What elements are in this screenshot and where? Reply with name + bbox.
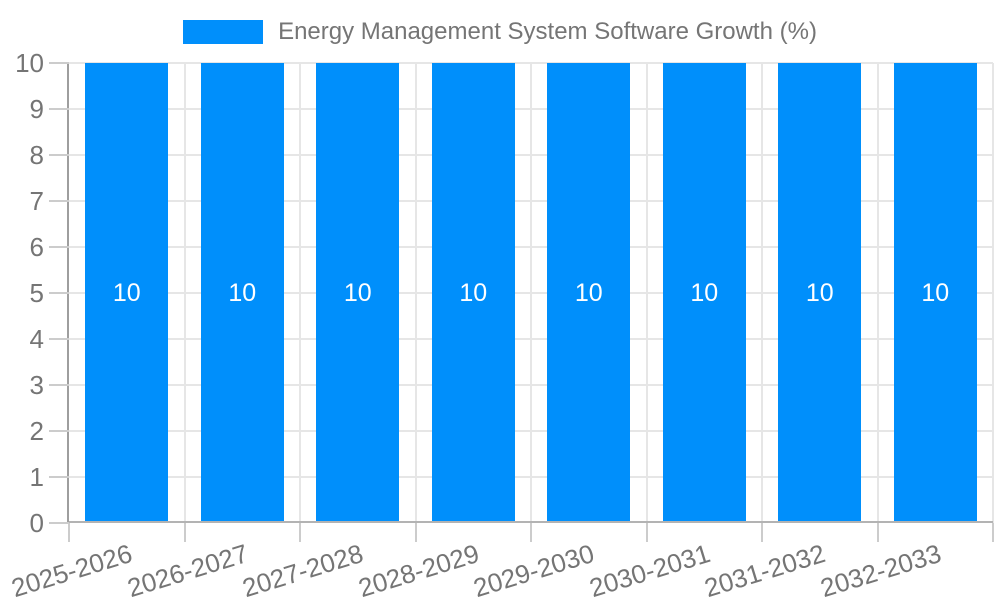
x-axis-tick	[414, 523, 417, 542]
bar-value-label: 10	[805, 278, 834, 307]
gridline-vertical	[761, 63, 763, 523]
x-axis-label: 2026-2027	[123, 538, 252, 600]
y-axis-tick	[49, 154, 69, 156]
y-axis-tick	[49, 430, 69, 432]
x-axis-label: 2025-2026	[8, 538, 136, 600]
y-axis-tick	[49, 522, 69, 524]
y-axis-label: 8	[29, 140, 44, 170]
y-axis-label: 0	[29, 508, 44, 538]
x-axis-tick	[183, 523, 186, 542]
x-axis-label: 2031-2032	[701, 538, 829, 600]
y-axis-label: 2	[29, 416, 44, 446]
bar-value-label: 10	[459, 278, 488, 307]
y-axis-label: 9	[29, 94, 44, 124]
gridline-vertical	[183, 63, 186, 523]
bar[interactable]: 10	[85, 63, 169, 523]
bar[interactable]: 10	[431, 63, 515, 523]
x-axis-tick	[530, 523, 532, 542]
bar[interactable]: 10	[778, 63, 862, 523]
y-axis-label: 7	[29, 186, 44, 216]
y-axis-label: 3	[29, 370, 44, 400]
y-axis-label: 5	[29, 278, 44, 308]
bar[interactable]: 10	[893, 63, 977, 523]
x-axis-tick	[876, 523, 879, 542]
y-axis-tick	[49, 108, 69, 110]
gridline-vertical	[299, 63, 301, 523]
bar[interactable]: 10	[662, 63, 746, 523]
y-axis-tick	[49, 384, 69, 386]
bar[interactable]: 10	[316, 63, 400, 523]
x-axis-label: 2032-2033	[816, 538, 945, 600]
y-axis-tick	[49, 338, 69, 340]
plot-area: 10 10 10 10 10 10 10 10	[69, 62, 994, 523]
legend-label: Energy Management System Software Growth…	[278, 18, 817, 45]
bar-value-label: 10	[228, 278, 257, 307]
gridline-vertical	[530, 63, 532, 523]
x-axis-label: 2027-2028	[239, 538, 367, 600]
y-axis-tick	[49, 476, 69, 478]
bar-value-label: 10	[574, 278, 603, 307]
x-axis-tick	[299, 523, 301, 542]
y-axis-tick	[49, 246, 69, 248]
gridline-vertical	[992, 63, 994, 523]
x-axis-label: 2028-2029	[354, 538, 483, 600]
y-axis-label: 4	[29, 324, 44, 354]
x-axis-label: 2030-2031	[585, 538, 714, 600]
y-axis-label: 1	[29, 462, 44, 492]
x-axis-tick	[645, 523, 648, 542]
legend-swatch	[183, 20, 264, 44]
bar-value-label: 10	[112, 278, 141, 307]
legend[interactable]: Energy Management System Software Growth…	[0, 19, 1000, 45]
gridline-vertical	[876, 63, 879, 523]
y-axis-tick	[49, 292, 69, 294]
bar[interactable]: 10	[547, 63, 631, 523]
gridline-vertical	[645, 63, 648, 523]
x-axis-tick	[761, 523, 763, 542]
bar-value-label: 10	[343, 278, 372, 307]
y-axis-tick	[49, 62, 69, 64]
x-axis-label: 2029-2030	[470, 538, 598, 600]
x-axis-tick	[992, 523, 994, 542]
bar-value-label: 10	[921, 278, 950, 307]
x-axis-tick	[68, 523, 70, 542]
bar[interactable]: 10	[200, 63, 284, 523]
y-axis-tick	[49, 200, 69, 202]
y-axis-label: 6	[29, 232, 44, 262]
x-axis-line	[69, 521, 993, 523]
gridline-vertical	[414, 63, 417, 523]
y-axis-label: 10	[15, 48, 44, 78]
bar-value-label: 10	[690, 278, 719, 307]
